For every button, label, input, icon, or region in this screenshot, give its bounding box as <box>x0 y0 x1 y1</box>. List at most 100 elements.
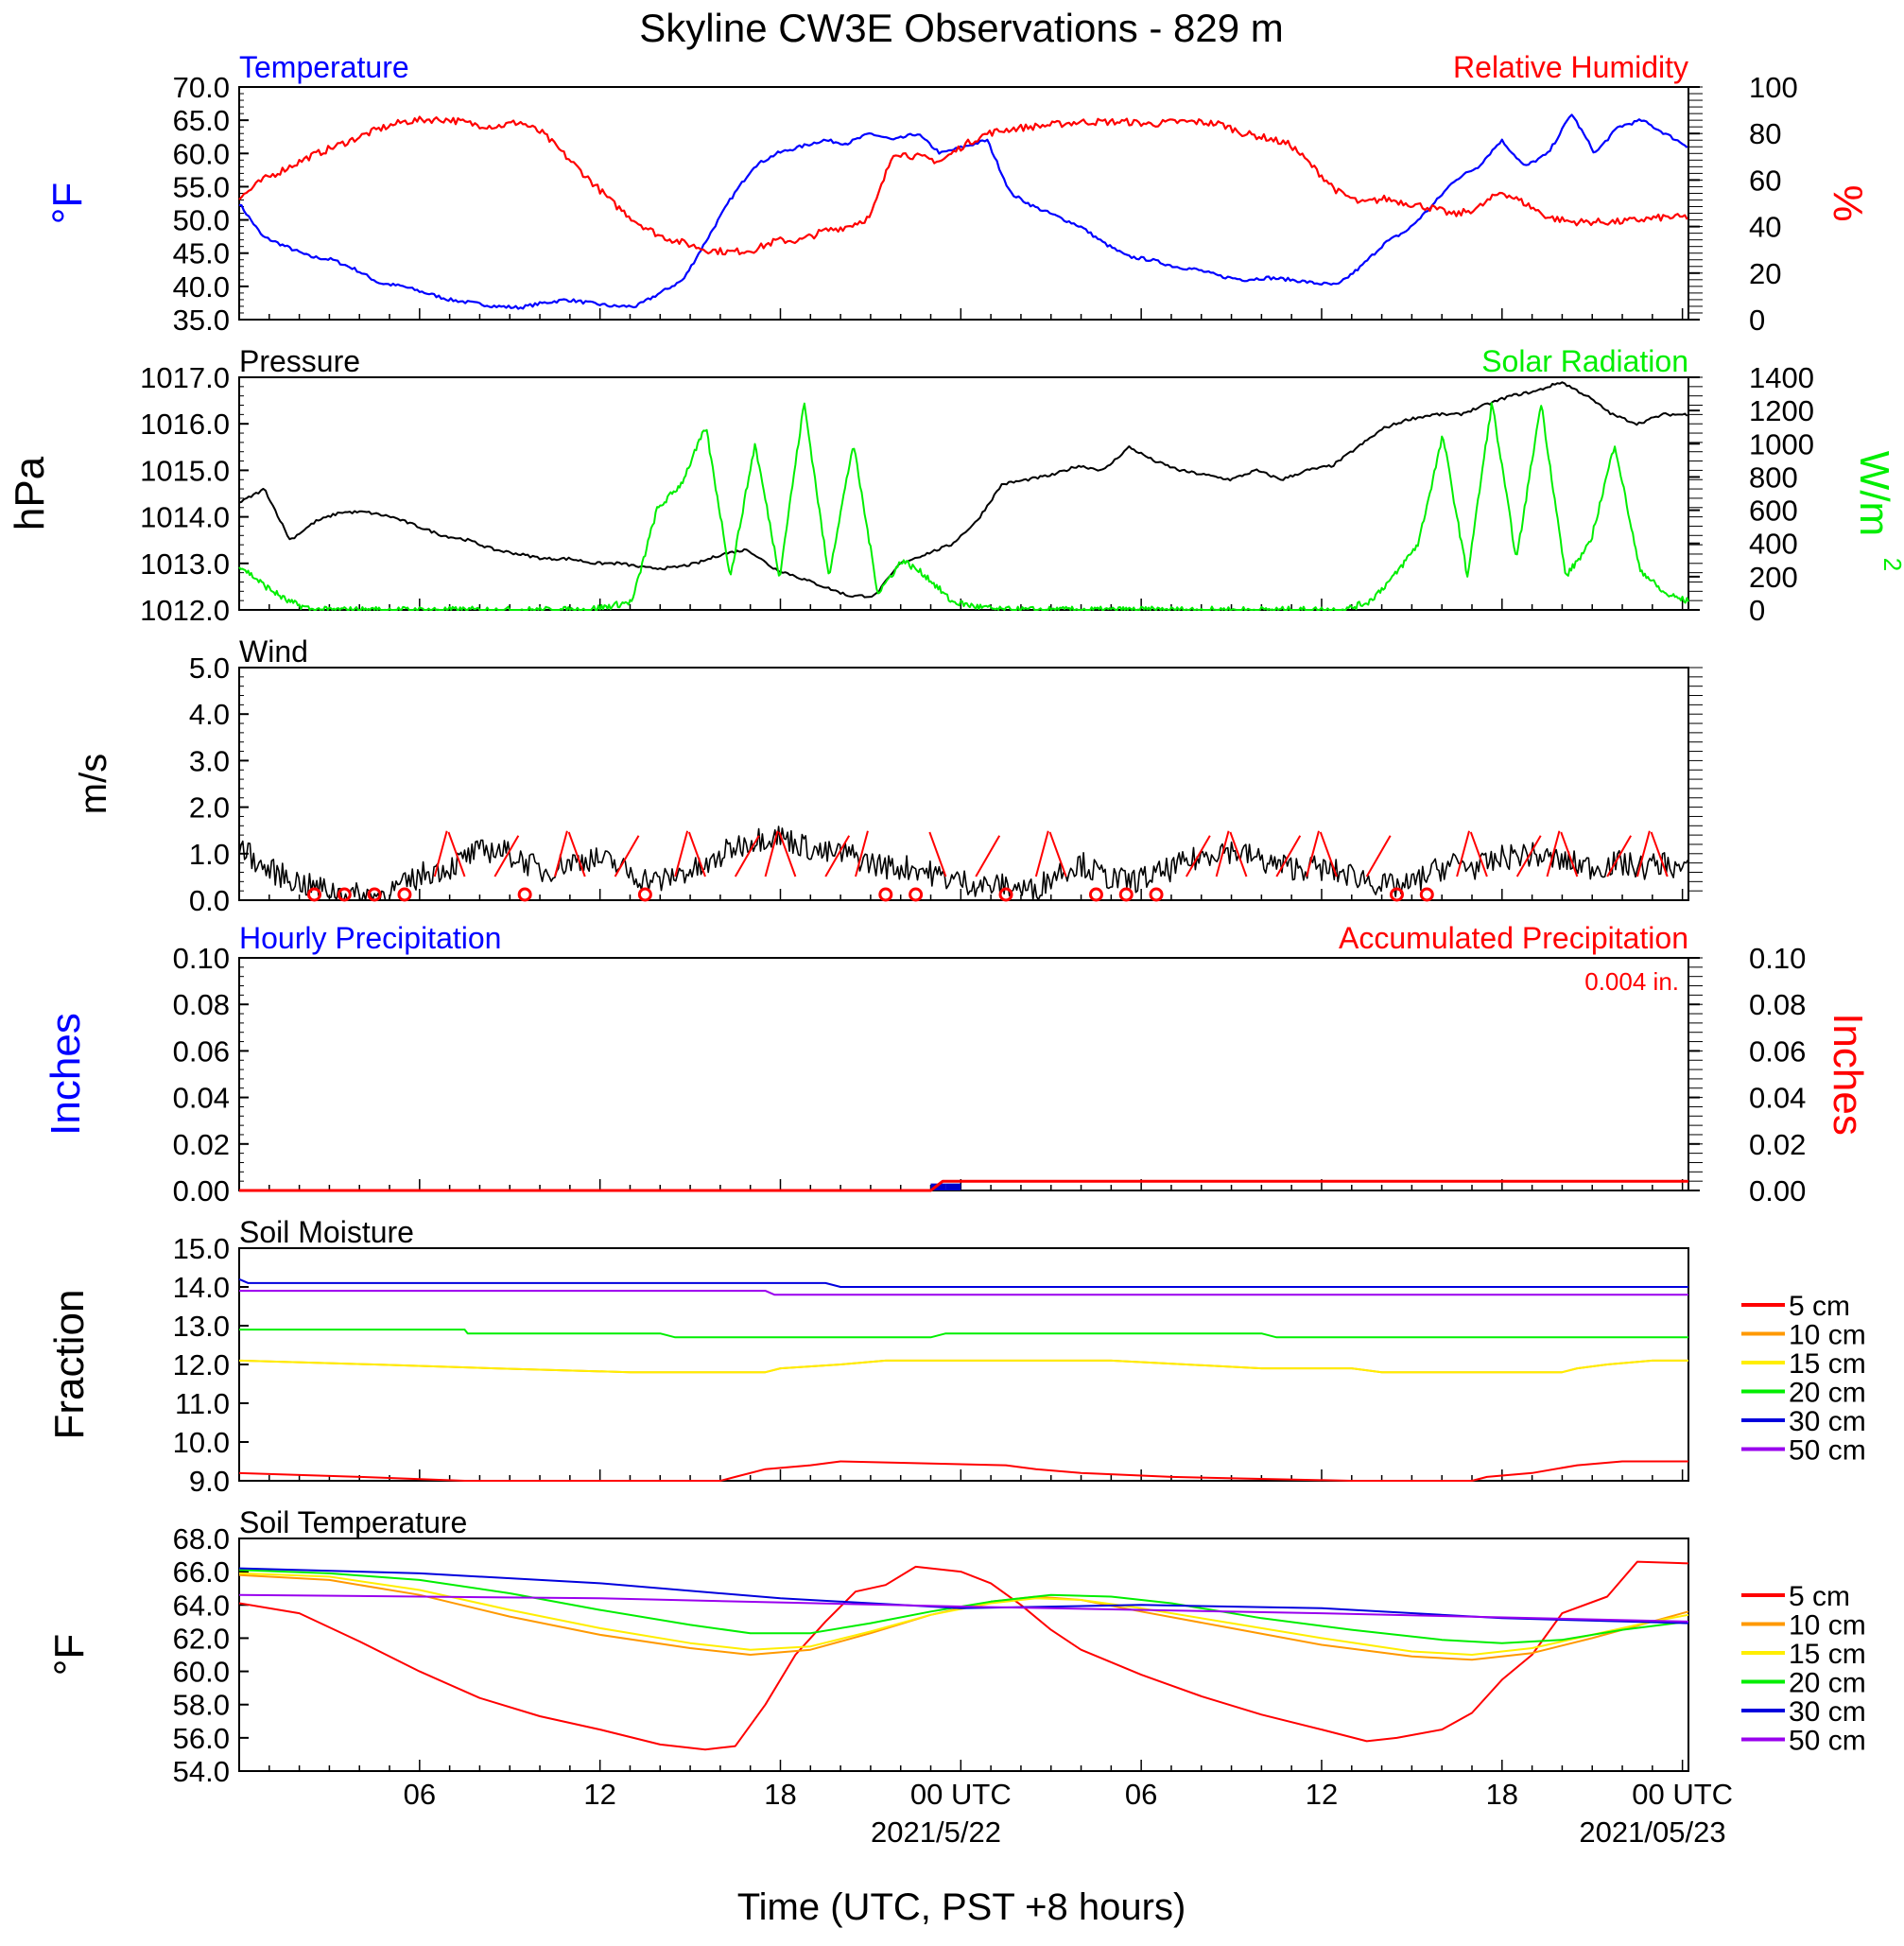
wind-barb <box>1048 831 1067 877</box>
pressure_solar-ytick-label-right: 800 <box>1749 460 1798 494</box>
wind-barb <box>824 835 851 877</box>
soil_temp-ytick-label-left: 60.0 <box>173 1656 230 1689</box>
x-axis-label: Time (UTC, PST +8 hours) <box>737 1886 1186 1928</box>
precip-axis-label-right: Inches <box>1825 1013 1871 1136</box>
soil_moisture-ytick-label-left: 13.0 <box>173 1310 230 1343</box>
legend-label: 20 cm <box>1789 1668 1866 1699</box>
legend-label: 15 cm <box>1789 1639 1866 1670</box>
wind-barb <box>553 830 568 877</box>
pressure_solar-ytick-label-left: 1012.0 <box>140 594 230 627</box>
x-tick-label: 06 <box>404 1778 436 1811</box>
temp_rh-ytick-label-right: 40 <box>1749 211 1781 244</box>
pressure_solar-ytick-label-right: 200 <box>1749 561 1798 594</box>
wind-barb <box>687 831 706 877</box>
soil-temp-line-30cm <box>238 1567 1689 1625</box>
wind-barb <box>567 831 586 877</box>
wind-speed-line <box>238 825 1689 901</box>
calm-wind-marker <box>517 887 532 902</box>
temperature-axis-label: °F <box>44 182 91 224</box>
precip-ytick-label-left: 0.08 <box>173 988 230 1021</box>
soil_temp-ytick-label-left: 68.0 <box>173 1522 230 1555</box>
precip-ytick-label-right: 0.02 <box>1749 1128 1806 1161</box>
accumulated-precip-total: 0.004 in. <box>1584 967 1679 996</box>
wind-barb <box>1365 835 1392 877</box>
soil_temp-ytick-label-left: 66.0 <box>173 1555 230 1589</box>
soil_temp-ytick-label-left: 58.0 <box>173 1689 230 1722</box>
soil-moisture-axis-label: Fraction <box>46 1290 93 1440</box>
pressure_solar-ytick-label-right: 1200 <box>1749 394 1814 427</box>
legend-label: 15 cm <box>1789 1348 1866 1380</box>
calm-wind-marker <box>1118 887 1134 902</box>
wind-ytick-label-left: 0.0 <box>189 884 230 917</box>
wind-barb <box>1185 835 1211 877</box>
wind-barb <box>674 830 689 877</box>
soil_temp-ytick-label-left: 64.0 <box>173 1589 230 1622</box>
hourly-precip-bar <box>930 1183 946 1190</box>
pressure_solar-ytick-label-right: 1400 <box>1749 361 1814 394</box>
wind-barb <box>614 835 640 877</box>
wind-ytick-label-left: 3.0 <box>189 744 230 777</box>
chart-title: Skyline CW3E Observations - 829 m <box>639 6 1284 50</box>
pressure_solar-ytick-label-left: 1015.0 <box>140 454 230 487</box>
temp_rh-ytick-label-right: 100 <box>1749 71 1798 104</box>
wind-barb <box>764 830 779 877</box>
soil-moisture-line-5cm <box>238 1460 1688 1482</box>
wind-barb <box>447 831 466 877</box>
wind-barb <box>1546 830 1561 877</box>
relative-humidity-line <box>238 115 1688 256</box>
wind-barb <box>1606 835 1632 877</box>
soil-moisture-line-15cm <box>238 1359 1688 1374</box>
wind-barb <box>855 830 869 877</box>
x-tick-label: 00 UTC <box>910 1778 1012 1811</box>
wind-barb <box>1636 830 1651 877</box>
pressure-title: Pressure <box>239 344 360 378</box>
pressure_solar-ytick-label-left: 1016.0 <box>140 408 230 441</box>
wind-frame <box>238 667 1689 901</box>
wind-barb <box>493 835 520 877</box>
wind-barb <box>1306 830 1320 877</box>
panel-soil-temp: 68.066.064.062.060.058.056.054.0 Soil Tem… <box>46 1505 1866 1788</box>
pressure-line <box>238 381 1688 599</box>
wind-barb <box>928 831 947 877</box>
wind-ytick-label-left: 2.0 <box>189 791 230 825</box>
soil-temp-line-5cm <box>238 1560 1689 1751</box>
soil-temp-axis-label: °F <box>46 1634 93 1676</box>
solar-axis-label-superscript: 2 <box>1878 558 1904 571</box>
precip-ytick-label-left: 0.06 <box>173 1034 230 1068</box>
calm-wind-marker <box>1419 887 1434 902</box>
soil_moisture-ytick-label-left: 11.0 <box>175 1387 230 1420</box>
wind-barb <box>1650 831 1669 877</box>
x-axis-tick-labels: 06 12 18 00 UTC 06 12 18 00 UTC <box>404 1778 1733 1811</box>
panel-pressure-solar: 1017.0 1016.0 1015.0 1014.0 1013.0 1012.0 1400… <box>7 344 1904 627</box>
temp_rh-ytick-label-left: 45.0 <box>173 237 230 270</box>
legend-label: 30 cm <box>1789 1696 1866 1728</box>
wind-barb <box>1515 835 1542 877</box>
temp_rh-ytick-label-left: 55.0 <box>173 170 230 203</box>
pressure_solar-ytick-label-right: 1000 <box>1749 427 1814 460</box>
x-tick-label: 18 <box>1486 1778 1518 1811</box>
accumulated-precip-line <box>239 1179 1688 1192</box>
x-tick-label: 12 <box>583 1778 615 1811</box>
precip-ytick-label-right: 0.06 <box>1749 1034 1806 1068</box>
temperature-title: Temperature <box>239 50 409 84</box>
calm-wind-marker <box>998 887 1013 902</box>
legend-label: 5 cm <box>1789 1581 1850 1612</box>
pressure_solar-ytick-label-left: 1014.0 <box>140 501 230 534</box>
wind-ytick-label-left: 1.0 <box>189 838 230 871</box>
wind-barb <box>1275 835 1302 877</box>
date-label-1: 2021/5/22 <box>871 1816 1001 1849</box>
soil_moisture-ytick-label-left: 14.0 <box>173 1271 230 1304</box>
wind-barb <box>734 835 760 877</box>
solar-radiation-title: Solar Radiation <box>1481 344 1688 378</box>
pressure_solar-ytick-label-right: 400 <box>1749 528 1798 561</box>
pressure_solar-ytick-label-right: 0 <box>1749 594 1765 627</box>
pressure-axis-label: hPa <box>7 456 53 530</box>
legend-label: 5 cm <box>1789 1291 1850 1322</box>
x-tick-label: 18 <box>764 1778 796 1811</box>
hourly-precip-bar <box>945 1183 961 1190</box>
soil_temp-ytick-label-left: 56.0 <box>173 1722 230 1755</box>
x-tick-label: 06 <box>1125 1778 1157 1811</box>
panel-wind: 5.0 4.0 3.0 2.0 1.0 0.0 Wind m/s <box>73 634 1703 917</box>
soil-temp-line-15cm <box>238 1572 1689 1656</box>
